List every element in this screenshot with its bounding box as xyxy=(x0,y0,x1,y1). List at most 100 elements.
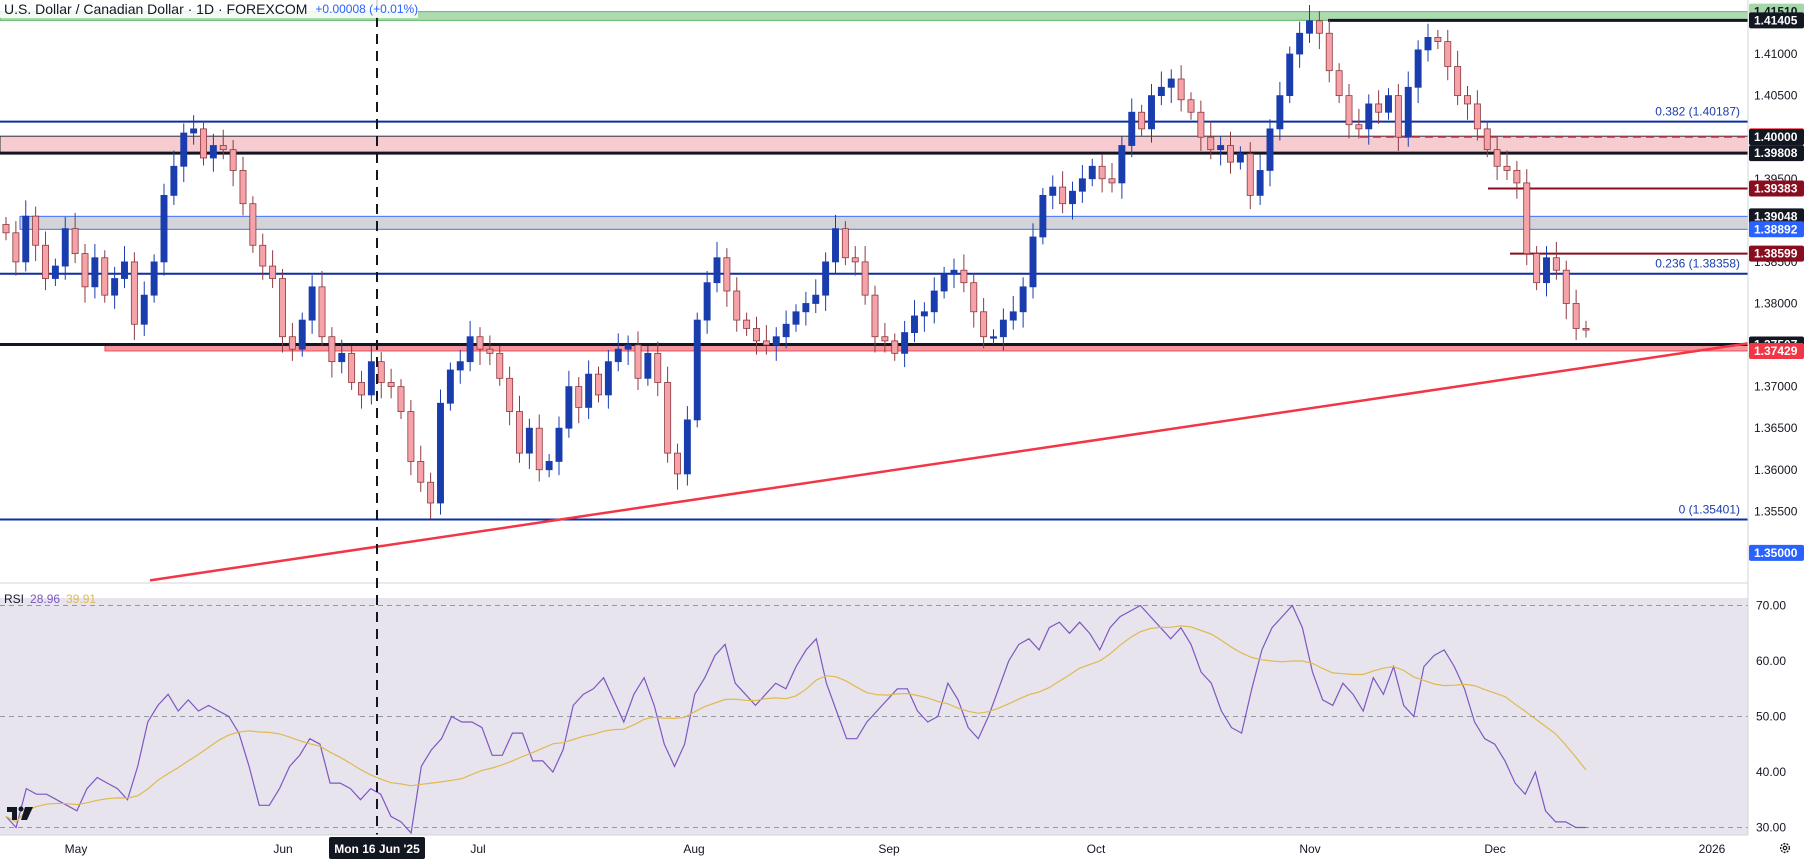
candle xyxy=(1582,320,1590,338)
candle xyxy=(298,312,306,357)
candle-body xyxy=(51,265,59,279)
candle-body xyxy=(940,273,948,292)
candle xyxy=(160,183,168,276)
candle xyxy=(1414,40,1422,104)
candle xyxy=(1375,90,1383,124)
candle xyxy=(960,254,968,293)
candle-body xyxy=(1098,165,1106,180)
symbol-title[interactable]: U.S. Dollar / Canadian Dollar · 1D · FOR… xyxy=(4,1,308,17)
candle xyxy=(91,244,99,299)
candle xyxy=(871,285,879,353)
price-tag[interactable]: 1.39808 xyxy=(1749,145,1804,162)
candle-body xyxy=(723,257,731,292)
candle xyxy=(516,395,523,463)
candle xyxy=(713,241,721,293)
candle-body xyxy=(249,203,257,246)
price-tag[interactable]: 1.39048 xyxy=(1749,208,1804,225)
time-axis-label: Dec xyxy=(1484,842,1505,856)
candle xyxy=(1444,29,1452,81)
candle-body xyxy=(209,145,217,159)
candle-body xyxy=(841,228,849,259)
candle xyxy=(1227,131,1234,174)
candle xyxy=(71,212,79,264)
candle xyxy=(1059,171,1067,214)
candle-body xyxy=(486,348,494,354)
rsi-label[interactable]: RSI xyxy=(4,592,25,606)
candle-body xyxy=(733,290,741,321)
candle xyxy=(32,206,40,262)
candle-body xyxy=(960,269,968,284)
candle xyxy=(328,327,336,378)
candle xyxy=(1177,65,1185,112)
candle xyxy=(229,140,237,187)
candle xyxy=(239,156,247,216)
gear-icon[interactable] xyxy=(1778,841,1792,855)
candle-body xyxy=(753,328,760,342)
price-tag[interactable]: 1.38892 xyxy=(1749,221,1804,238)
fib-label: 0 (1.35401) xyxy=(1679,503,1740,517)
candle-body xyxy=(91,257,99,288)
candle xyxy=(634,331,642,390)
candle-body xyxy=(1444,41,1452,67)
candle-body xyxy=(1345,95,1353,126)
candle-body xyxy=(1177,78,1185,101)
candle-body xyxy=(437,402,444,504)
candle xyxy=(1543,246,1550,297)
price-tag-label: 1.38892 xyxy=(1754,222,1798,236)
candle-body xyxy=(1236,153,1244,163)
candle-body xyxy=(1227,145,1234,163)
price-tag-background xyxy=(1749,145,1804,162)
candle xyxy=(1483,121,1491,158)
price-tag[interactable]: 1.40000 xyxy=(1749,129,1804,146)
candle-body xyxy=(1167,78,1175,88)
candle xyxy=(1296,21,1304,68)
rsi-tick-label: 70.00 xyxy=(1756,599,1786,613)
price-tag[interactable]: 1.35000 xyxy=(1749,544,1804,561)
candle-body xyxy=(308,286,316,321)
candle xyxy=(427,472,435,519)
zone-1.39 xyxy=(19,215,1749,230)
price-tick-label: 1.35500 xyxy=(1754,504,1798,518)
price-pane-background xyxy=(0,0,1748,582)
candle xyxy=(150,254,158,303)
candle-body xyxy=(229,149,237,171)
candle-body xyxy=(358,382,365,396)
candle xyxy=(1207,121,1215,160)
price-tag[interactable]: 1.37429 xyxy=(1749,342,1804,359)
candle xyxy=(802,291,810,326)
candle xyxy=(456,350,464,384)
candle xyxy=(841,221,849,266)
candle-body xyxy=(1404,86,1412,138)
candle xyxy=(200,121,207,166)
price-tag[interactable]: 1.39383 xyxy=(1749,180,1804,197)
candle-body xyxy=(1128,111,1136,146)
candle-body xyxy=(32,215,40,246)
price-tag[interactable]: 1.41405 xyxy=(1749,12,1804,29)
candle-body xyxy=(387,382,395,388)
rsi-value: 28.96 xyxy=(30,592,61,606)
candle-body xyxy=(1049,186,1057,196)
candle-body xyxy=(318,286,326,338)
candle xyxy=(1404,71,1412,147)
candle xyxy=(1197,100,1205,151)
candle-body xyxy=(288,336,296,350)
candle-body xyxy=(1385,95,1392,113)
tradingview-logo-icon[interactable] xyxy=(6,804,36,822)
price-tag[interactable]: 1.38599 xyxy=(1749,245,1804,262)
candle-body xyxy=(1464,95,1471,105)
candle xyxy=(1473,90,1481,141)
candle xyxy=(140,281,148,336)
candle xyxy=(1108,162,1116,193)
candle-body xyxy=(239,170,247,205)
candle-body xyxy=(792,311,800,325)
price-tick-label: 1.37000 xyxy=(1754,380,1798,394)
price-tag-label: 1.40000 xyxy=(1754,130,1798,144)
candle-body xyxy=(1286,53,1294,97)
candle-body xyxy=(565,386,573,429)
candle-body xyxy=(1138,111,1146,130)
candle xyxy=(683,406,691,486)
candle-body xyxy=(1148,95,1155,130)
candle xyxy=(1236,146,1244,170)
